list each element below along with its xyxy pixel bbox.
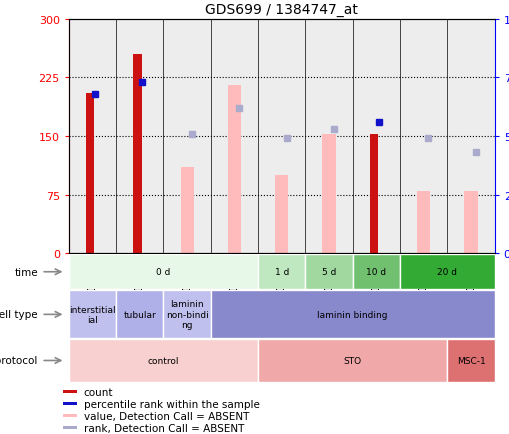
Bar: [163, 291, 210, 339]
Bar: [464, 191, 477, 254]
Text: 1 d: 1 d: [274, 268, 289, 276]
Text: time: time: [14, 267, 38, 277]
Text: 10 d: 10 d: [365, 268, 386, 276]
Text: 20 d: 20 d: [437, 268, 457, 276]
Bar: [63, 402, 77, 405]
Bar: [63, 390, 77, 393]
Bar: [116, 291, 163, 339]
Bar: [228, 86, 241, 254]
Bar: [275, 176, 288, 254]
Bar: [416, 191, 430, 254]
Bar: [180, 168, 193, 254]
Bar: [322, 135, 335, 254]
Text: laminin binding: laminin binding: [317, 310, 387, 319]
Bar: [86, 94, 94, 254]
Bar: [258, 339, 446, 382]
Text: growth protocol: growth protocol: [0, 356, 38, 365]
Bar: [352, 255, 399, 289]
Text: percentile rank within the sample: percentile rank within the sample: [83, 399, 259, 409]
Bar: [305, 20, 352, 254]
Bar: [133, 55, 142, 254]
Bar: [369, 135, 378, 254]
Bar: [258, 20, 305, 254]
Bar: [69, 339, 258, 382]
Bar: [69, 20, 116, 254]
Text: interstitial
ial: interstitial ial: [69, 305, 116, 324]
Text: rank, Detection Call = ABSENT: rank, Detection Call = ABSENT: [83, 423, 243, 433]
Bar: [305, 255, 352, 289]
Bar: [63, 426, 77, 429]
Text: MSC-1: MSC-1: [456, 356, 485, 365]
Text: count: count: [83, 387, 113, 397]
Title: GDS699 / 1384747_at: GDS699 / 1384747_at: [205, 3, 357, 17]
Text: STO: STO: [343, 356, 361, 365]
Bar: [163, 20, 210, 254]
Bar: [446, 20, 494, 254]
Bar: [116, 20, 163, 254]
Bar: [69, 291, 116, 339]
Bar: [210, 20, 258, 254]
Text: value, Detection Call = ABSENT: value, Detection Call = ABSENT: [83, 411, 248, 421]
Text: cell type: cell type: [0, 310, 38, 319]
Text: control: control: [148, 356, 179, 365]
Text: 5 d: 5 d: [321, 268, 335, 276]
Bar: [399, 20, 446, 254]
Bar: [399, 255, 494, 289]
Bar: [63, 414, 77, 417]
Text: laminin
non-bindi
ng: laminin non-bindi ng: [165, 300, 208, 329]
Bar: [352, 20, 399, 254]
Text: 0 d: 0 d: [156, 268, 171, 276]
Bar: [446, 339, 494, 382]
Bar: [258, 255, 305, 289]
Bar: [210, 291, 494, 339]
Text: tubular: tubular: [123, 310, 156, 319]
Bar: [69, 255, 258, 289]
